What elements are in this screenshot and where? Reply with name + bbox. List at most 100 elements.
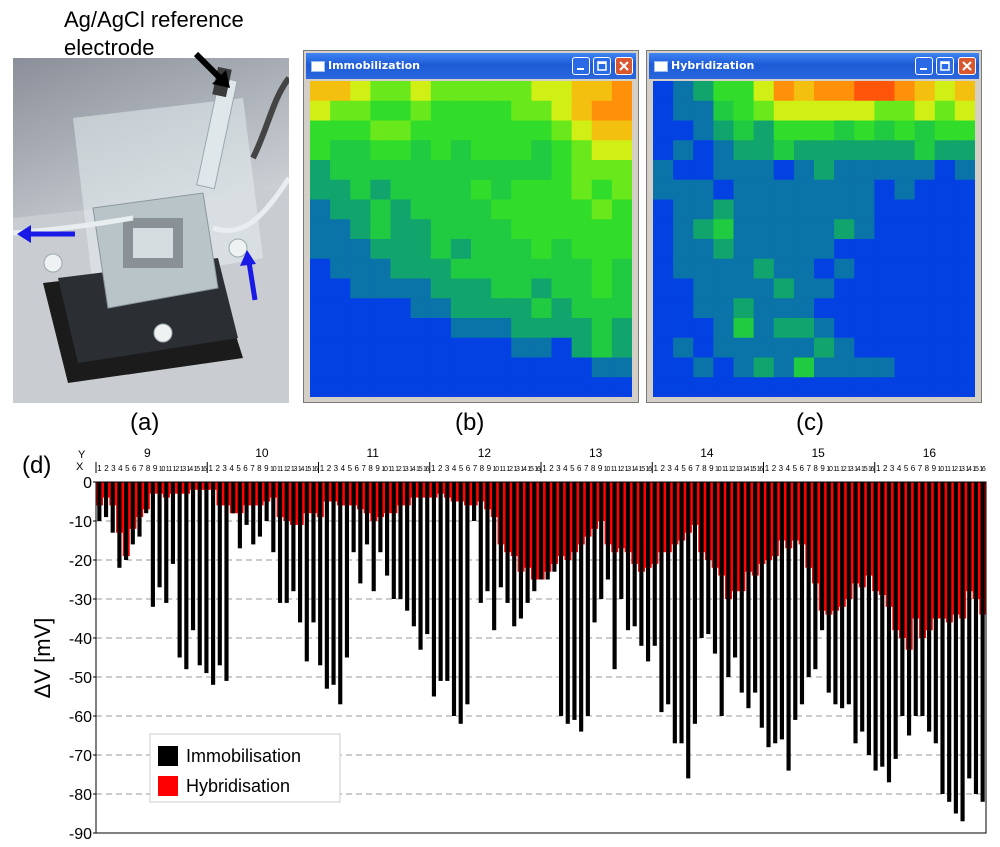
maximize-button[interactable]	[593, 57, 611, 75]
bar-immobilisation	[431, 482, 437, 697]
heatmap-cell	[611, 318, 632, 339]
bar-immobilisation	[418, 482, 423, 650]
heatmap-cell	[834, 120, 855, 141]
heatmap-cell	[390, 258, 412, 279]
x-index-label: 12	[506, 466, 513, 473]
heatmap-cell	[673, 357, 694, 378]
close-icon	[962, 61, 972, 71]
bar-immobilisation	[766, 482, 771, 748]
heatmap-cell	[894, 81, 916, 102]
bar-immobilisation	[291, 482, 296, 592]
x-index-label: 9	[487, 464, 492, 473]
x-index-label: 6	[800, 464, 805, 473]
heatmap-cell	[571, 179, 593, 200]
heatmap-cell	[954, 100, 975, 121]
bar-immobilisation-overlay	[732, 482, 738, 592]
bar-immobilisation-overlay	[585, 482, 590, 537]
heatmap-cell	[773, 239, 795, 260]
heatmap-cell	[934, 318, 956, 339]
heatmap-cell	[571, 318, 593, 339]
heatmap-cell	[450, 239, 472, 260]
heatmap-cell	[793, 239, 815, 260]
bar-immobilisation-overlay	[719, 482, 724, 576]
bar-immobilisation	[324, 482, 329, 689]
bar-immobilisation	[465, 482, 470, 705]
heatmap-cell	[430, 160, 452, 181]
bar-immobilisation-overlay	[117, 482, 122, 533]
heatmap-cell	[511, 100, 532, 121]
heatmap-cell	[854, 81, 875, 102]
maximize-button[interactable]	[936, 57, 954, 75]
heatmap-cell	[430, 278, 452, 299]
heatmap-cell	[854, 357, 875, 378]
bar-immobilisation	[164, 482, 169, 603]
heatmap-cell	[793, 258, 815, 279]
heatmap-cell	[491, 81, 512, 102]
heatmap-cell	[511, 337, 532, 358]
bar-immobilisation-overlay	[237, 482, 242, 514]
heatmap-cell	[531, 179, 553, 200]
minimize-button[interactable]	[572, 57, 590, 75]
heatmap-cell	[693, 120, 714, 141]
x-index-label: 16	[757, 466, 764, 473]
heatmap-cell	[571, 199, 593, 220]
x-index-label: 6	[355, 464, 360, 473]
x-index-label: 8	[702, 464, 707, 473]
heatmap-cell	[793, 160, 815, 181]
heatmap-cell	[693, 219, 714, 240]
x-index-label: 8	[591, 464, 596, 473]
x-index-label: 11	[944, 466, 951, 473]
heatmap-cell	[673, 239, 694, 260]
setup-photo-illustration	[13, 66, 289, 403]
x-index-label: 5	[459, 464, 464, 473]
bar-immobilisation-overlay	[425, 482, 430, 498]
heatmap-cell	[934, 337, 956, 358]
heatmap-cell	[310, 81, 331, 102]
x-index-label: 16	[868, 466, 875, 473]
bar-immobilisation-overlay	[880, 482, 885, 596]
minimize-button[interactable]	[915, 57, 933, 75]
bar-immobilisation-overlay	[686, 482, 691, 533]
heatmap-cell	[370, 81, 392, 102]
heatmap-cell	[874, 239, 896, 260]
bar-immobilisation-overlay	[284, 482, 289, 521]
x-index-label: 1	[542, 464, 547, 473]
x-index-label: 4	[229, 464, 234, 473]
panel-label-b: (b)	[455, 409, 485, 436]
x-index-label: 11	[611, 466, 618, 473]
heatmap-cell	[874, 357, 896, 378]
heatmap-cell	[793, 318, 815, 339]
heatmap-cell	[834, 160, 855, 181]
bar-immobilisation	[398, 482, 403, 599]
heatmap-cell	[511, 258, 532, 279]
heatmap-cell	[330, 298, 351, 319]
bar-immobilisation	[686, 482, 691, 779]
heatmap-cell	[713, 357, 735, 378]
heatmap-cell	[410, 160, 432, 181]
heatmap-cell	[733, 199, 755, 220]
close-button[interactable]	[958, 57, 976, 75]
x-index-label: 9	[598, 464, 603, 473]
bar-immobilisation-overlay	[866, 482, 871, 576]
bar-immobilisation-overlay	[779, 482, 784, 541]
heatmap-cell	[491, 179, 512, 200]
heatmap-cell	[370, 100, 392, 121]
heatmap-cell	[914, 160, 936, 181]
heatmap-cell	[310, 298, 331, 319]
heatmap-cell	[753, 199, 775, 220]
heatmap-cell	[330, 81, 351, 102]
heatmap-cell	[954, 278, 975, 299]
heatmap-cell	[854, 377, 875, 397]
heatmap-cell	[571, 140, 593, 161]
close-button[interactable]	[615, 57, 633, 75]
x-index-label: 6	[911, 464, 916, 473]
heatmap-cell	[551, 160, 573, 181]
hybridization-titlebar[interactable]: Hybridization	[649, 53, 979, 79]
heatmap-cell	[914, 377, 936, 397]
heatmap-cell	[673, 278, 694, 299]
heatmap-cell	[753, 81, 775, 102]
heatmap-cell	[350, 140, 371, 161]
heatmap-cell	[511, 199, 532, 220]
bar-immobilisation	[197, 482, 202, 666]
immobilization-titlebar[interactable]: Immobilization	[306, 53, 636, 79]
